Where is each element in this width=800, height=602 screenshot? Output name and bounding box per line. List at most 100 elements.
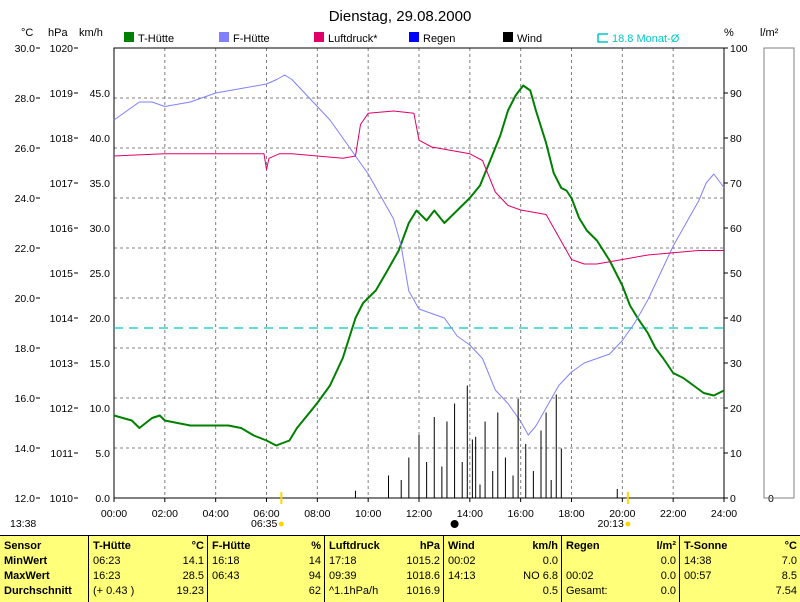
stats-column: Luftdruck hPa 17:18 1015.2 09:39 1018.6 ^1.1hP… xyxy=(324,536,444,602)
stats-avg-note: Gesamt: xyxy=(566,585,608,597)
humidity-tick-label: 10 xyxy=(730,448,742,460)
pressure-tick-label: 1019 xyxy=(50,88,74,100)
pressure-tick-label: 1016 xyxy=(50,223,74,235)
stats-max-time: 14:13 xyxy=(448,570,476,582)
wind-tick-label: 15.0 xyxy=(90,358,111,370)
pressure-tick-label: 1011 xyxy=(50,448,73,460)
humidity-tick-label: 40 xyxy=(730,313,742,325)
temp-tick-label: 28.0 xyxy=(15,93,36,105)
stats-label-min: MinWert xyxy=(4,555,48,567)
grid-lines xyxy=(114,47,724,498)
legend-swatch xyxy=(503,32,513,42)
stats-max-time: 00:02 xyxy=(566,570,594,582)
stats-min-value: 1015.2 xyxy=(406,555,440,567)
stats-min-time: 14:38 xyxy=(684,555,712,567)
time-tick-label: 16:00 xyxy=(508,508,534,520)
statistics-table: Sensor MinWert MaxWert Durchschnitt T-Hü… xyxy=(0,535,800,602)
stats-min-time: 00:02 xyxy=(448,555,476,567)
wind-tick-label: 25.0 xyxy=(90,268,111,280)
legend-label: Regen xyxy=(423,33,455,45)
stats-max-value: 0.0 xyxy=(660,570,676,582)
stats-unit: °C xyxy=(191,540,204,552)
legend-swatch xyxy=(314,32,324,42)
stats-sensor-name: Wind xyxy=(448,540,475,552)
legend-swatch xyxy=(409,32,419,42)
stats-label-sensor: Sensor xyxy=(4,540,42,552)
time-tick-label: 18:00 xyxy=(558,508,584,520)
temp-tick-label: 12.0 xyxy=(15,493,36,505)
series-line-luftdruck- xyxy=(113,110,724,265)
stats-max-value: NO 6.8 xyxy=(523,570,558,582)
time-tick-label: 22:00 xyxy=(660,508,686,520)
stats-column: Regen l/m² 0.0 00:02 0.0 Gesamt: 0.0 xyxy=(561,536,680,602)
humidity-tick-label: 0 xyxy=(730,493,736,505)
legend-label: 18.8 Monat-Ø xyxy=(612,33,680,45)
wind-tick-label: 30.0 xyxy=(90,223,111,235)
axis-unit-labels: °C hPa km/h% l/m² xyxy=(21,27,779,39)
rain-unit-label: l/m² xyxy=(760,27,779,39)
wind-tick-label: 20.0 xyxy=(90,313,111,325)
sunrise-dot xyxy=(278,521,284,527)
stats-sensor-name: T-Hütte xyxy=(93,540,131,552)
temp-unit-label: °C xyxy=(21,27,33,39)
sun-markers: 06:35 20:13 xyxy=(251,492,631,530)
stats-min-time: 06:23 xyxy=(93,555,121,567)
rain-axis-box xyxy=(763,47,795,499)
humidity-tick-label: 30 xyxy=(730,358,742,370)
series-line-t-h-tte xyxy=(113,84,725,447)
stats-min-value: 7.0 xyxy=(781,555,797,567)
temp-tick-label: 16.0 xyxy=(15,393,36,405)
stats-max-time: 06:43 xyxy=(212,570,240,582)
solar-noon-icon xyxy=(450,520,459,528)
stats-unit: hPa xyxy=(419,540,440,552)
stats-min-value: 14 xyxy=(308,555,321,567)
wind-tick-label: 45.0 xyxy=(90,88,111,100)
data-series xyxy=(113,74,725,498)
time-tick-label: 04:00 xyxy=(203,508,229,520)
legend-label: F-Hütte xyxy=(233,33,270,45)
stats-avg-value: 7.54 xyxy=(775,585,797,597)
axes: 12.0 14.0 16.0 18.0 20.0 22.0 24.0 26.0 28.0 30.0… xyxy=(15,43,774,520)
temp-tick-label: 20.0 xyxy=(15,293,36,305)
temp-tick-label: 18.0 xyxy=(15,343,36,355)
temp-tick-label: 14.0 xyxy=(15,443,36,455)
corner-time: 13:38 xyxy=(10,518,36,530)
legend-swatch xyxy=(219,32,229,42)
legend-swatch-monthly-avg xyxy=(597,33,608,43)
legend-label: Wind xyxy=(517,33,542,45)
legend-swatch xyxy=(124,32,134,42)
time-tick-label: 14:00 xyxy=(457,508,483,520)
legend: T-Hütte F-Hütte Luftdruck* Regen Wind 18.8 Mo… xyxy=(124,32,680,45)
humidity-unit-label: % xyxy=(724,27,734,39)
time-tick-label: 06:00 xyxy=(253,508,279,520)
temp-tick-label: 26.0 xyxy=(15,143,36,155)
pressure-unit-label: hPa xyxy=(48,27,68,39)
time-tick-label: 20:00 xyxy=(609,508,635,520)
pressure-tick-label: 1012 xyxy=(50,403,74,415)
stats-sensor-name: Luftdruck xyxy=(329,540,380,552)
stats-min-value: 0.0 xyxy=(660,555,676,567)
stats-max-time: 16:23 xyxy=(93,570,121,582)
legend-label: T-Hütte xyxy=(138,33,174,45)
stats-avg-note: (+ 0.43 ) xyxy=(93,585,135,597)
temp-tick-label: 30.0 xyxy=(15,43,36,55)
stats-label-avg: Durchschnitt xyxy=(4,585,72,597)
temp-tick-label: 22.0 xyxy=(15,243,36,255)
stats-sensor-name: Regen xyxy=(566,540,600,552)
stats-avg-value: 62 xyxy=(308,585,321,597)
wind-tick-label: 40.0 xyxy=(90,133,111,145)
pressure-tick-label: 1015 xyxy=(50,268,74,280)
wind-tick-label: 0.0 xyxy=(95,493,110,505)
stats-label-column: Sensor MinWert MaxWert Durchschnitt xyxy=(0,536,88,602)
pressure-tick-label: 1010 xyxy=(50,493,74,505)
stats-max-value: 1018.6 xyxy=(406,570,440,582)
humidity-tick-label: 20 xyxy=(730,403,742,415)
humidity-tick-label: 70 xyxy=(730,178,742,190)
wind-unit-label: km/h xyxy=(79,27,103,39)
humidity-tick-label: 90 xyxy=(730,88,742,100)
stats-min-time: 16:18 xyxy=(212,555,240,567)
wind-tick-label: 10.0 xyxy=(90,403,111,415)
stats-max-value: 8.5 xyxy=(781,570,797,582)
pressure-tick-label: 1017 xyxy=(50,178,74,190)
rain-tick-label: 0 xyxy=(768,493,774,505)
